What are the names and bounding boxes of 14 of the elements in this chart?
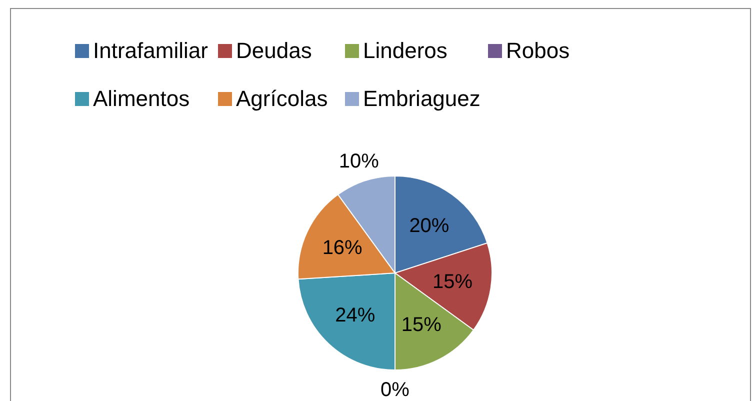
text: 0% <box>380 379 410 401</box>
data-label: 10% <box>338 150 380 173</box>
legend-label: Intrafamiliar <box>93 38 208 64</box>
data-label: 24% <box>335 304 376 326</box>
legend-label: Alimentos <box>93 86 190 112</box>
data-label: 15% <box>432 271 473 294</box>
legend-label: Linderos <box>363 38 448 64</box>
data-label: 16% <box>322 237 363 260</box>
legend-label: Embriaguez <box>363 86 480 112</box>
data-label: 15% <box>401 314 442 336</box>
legend-label: Agrícolas <box>236 86 328 112</box>
data-label: 20% <box>409 214 450 237</box>
legend-label: Deudas <box>236 38 312 64</box>
legend-label: Robos <box>506 38 570 64</box>
